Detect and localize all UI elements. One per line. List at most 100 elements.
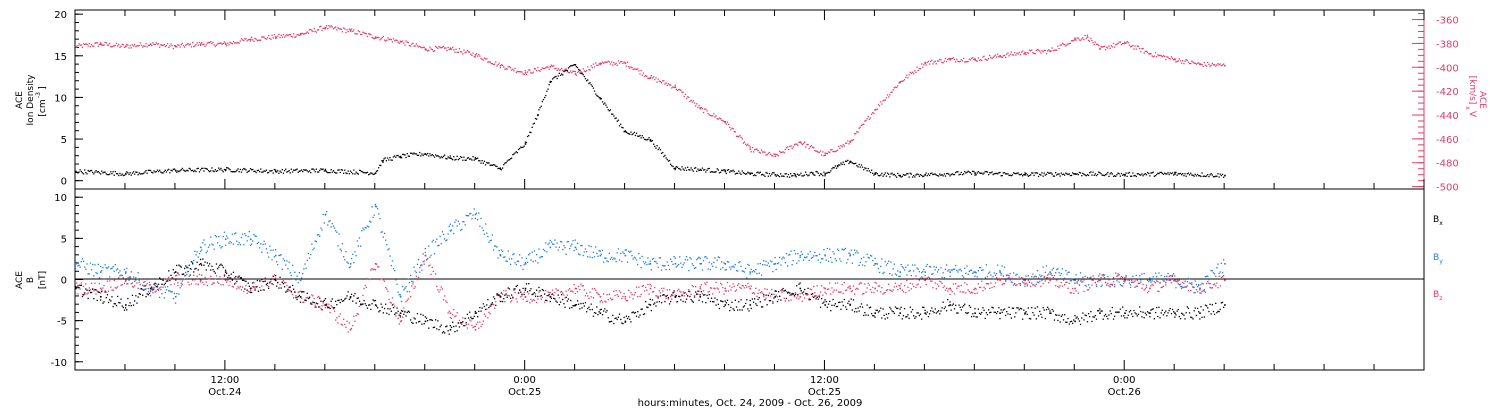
velocity-series-point <box>598 63 600 65</box>
velocity-series-point <box>631 67 633 69</box>
density-series-point <box>649 140 651 142</box>
bx-series-point <box>224 269 227 271</box>
density-series-point <box>144 171 146 173</box>
density-series-point <box>1120 172 1123 175</box>
density-series-point <box>1196 173 1199 176</box>
bz-series-point <box>865 291 867 293</box>
by-series-point <box>982 269 984 271</box>
bx-series-point <box>672 292 674 294</box>
velocity-series-point <box>321 29 323 32</box>
velocity-series-point <box>821 154 823 156</box>
by-series-point <box>737 270 739 272</box>
density-series-point <box>757 171 759 173</box>
bz-series-point <box>371 268 373 270</box>
density-series-data-point <box>1174 173 1176 175</box>
density-series-point <box>801 175 803 177</box>
density-series-data-point <box>75 170 77 173</box>
by-series-point <box>287 268 289 270</box>
by-series-point <box>806 256 808 258</box>
velocity-series-point <box>230 42 232 44</box>
density-series-point <box>117 173 119 175</box>
bx-series-point <box>647 306 649 309</box>
bx-series-point <box>193 271 195 273</box>
bx-series-point <box>427 320 429 322</box>
density-series-point <box>1082 172 1084 174</box>
bz-series-point <box>1044 280 1046 282</box>
bz-series-point <box>846 289 848 291</box>
by-series-point <box>504 256 506 258</box>
bx-series-point <box>437 320 439 322</box>
bz-series-point <box>295 295 297 297</box>
bx-series-point <box>413 317 415 319</box>
density-series-point <box>522 146 524 148</box>
by-series-point <box>328 220 330 223</box>
bx-series <box>75 258 1226 335</box>
by-series-point <box>1117 273 1119 275</box>
velocity-series-point <box>796 143 798 145</box>
bx-series-point <box>155 286 157 288</box>
bz-series-point <box>604 300 606 302</box>
velocity-series-point <box>697 106 699 109</box>
bz-series-point <box>218 282 220 284</box>
velocity-series-point <box>575 74 578 76</box>
bfield-tick-label: -5 <box>57 317 67 328</box>
bz-series-point <box>921 276 923 278</box>
density-series-point <box>296 168 298 170</box>
density-series-point <box>164 169 166 171</box>
bx-series-point <box>579 308 581 310</box>
by-series-point <box>276 261 278 263</box>
by-series-point <box>945 264 948 266</box>
bx-series-point <box>496 293 498 295</box>
density-series-point <box>658 147 660 149</box>
density-series-point <box>1036 172 1039 174</box>
bx-series-point <box>205 269 207 271</box>
velocity-series-point <box>729 126 731 129</box>
bx-series-point <box>206 262 208 264</box>
bx-series-point <box>402 310 404 312</box>
by-series-point <box>246 240 248 242</box>
density-series-point <box>135 171 137 173</box>
bz-series-point <box>923 278 925 281</box>
density-series-point <box>607 109 609 111</box>
bz-series-point <box>207 278 210 280</box>
bz-series-point <box>823 287 825 289</box>
bz-series-point <box>1024 283 1026 285</box>
by-series-point <box>901 266 903 268</box>
velocity-series-point <box>262 36 264 38</box>
bx-series-point <box>659 295 662 297</box>
velocity-series-point <box>735 135 738 138</box>
by-series-point <box>105 267 107 269</box>
density-series-point <box>1134 174 1136 177</box>
velocity-series-point <box>473 56 475 58</box>
velocity-series-point <box>120 45 122 47</box>
density-series-point <box>1065 172 1067 174</box>
velocity-series-point <box>522 73 524 75</box>
by-series-point <box>517 260 520 262</box>
bx-series-point <box>486 304 488 306</box>
bz-series-point <box>495 301 497 303</box>
velocity-series-point <box>586 70 588 72</box>
velocity-series-point <box>1116 43 1118 45</box>
velocity-series-point <box>903 79 906 81</box>
velocity-series-point <box>1055 49 1057 51</box>
bz-series-point <box>425 259 428 261</box>
by-series-point <box>715 266 717 268</box>
by-series-point <box>685 256 688 258</box>
density-series-point <box>931 172 933 174</box>
by-series-point <box>392 268 395 270</box>
velocity-series-point <box>386 39 388 41</box>
density-series-point <box>1186 173 1188 175</box>
bz-series-point <box>362 294 364 297</box>
by-series-point <box>781 258 783 260</box>
velocity-series-data-point <box>249 38 252 41</box>
density-series-point <box>1116 174 1118 176</box>
by-series-point <box>921 272 923 274</box>
bz-series-data-point <box>100 287 102 290</box>
velocity-series-point <box>1112 42 1115 45</box>
bz-series-point <box>147 290 149 293</box>
density-series-point <box>1118 173 1120 175</box>
bz-series-point <box>301 297 303 299</box>
bx-series-point <box>134 300 136 302</box>
velocity-series-point <box>404 44 406 46</box>
by-series-point <box>1123 282 1125 285</box>
